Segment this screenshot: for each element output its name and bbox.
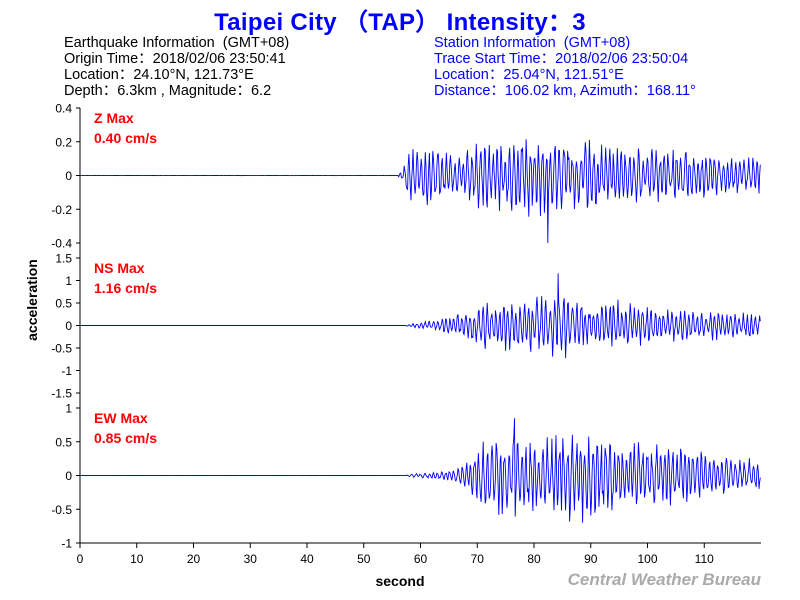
x-axis-label: second (375, 573, 424, 589)
y-tick-label: 0.4 (55, 102, 72, 116)
y-tick-label: 1 (65, 274, 72, 288)
y-tick-label: 0 (65, 319, 72, 333)
x-tick-label: 70 (471, 552, 485, 566)
max-value-z: 0.40 cm/s (94, 130, 157, 146)
credit-text: Central Weather Bureau (567, 570, 761, 589)
x-tick-label: 80 (527, 552, 541, 566)
max-title-ew: EW Max (94, 410, 148, 426)
max-value-ns: 1.16 cm/s (94, 280, 157, 296)
x-tick-label: 10 (130, 552, 144, 566)
x-tick-label: 40 (300, 552, 314, 566)
max-title-ns: NS Max (94, 260, 145, 276)
y-tick-label: 0.5 (55, 435, 72, 449)
y-tick-label: -1 (61, 364, 72, 378)
x-tick-label: 100 (637, 552, 657, 566)
station-info-block: Station Information (GMT+08) Trace Start… (434, 35, 696, 99)
y-tick-label: -0.4 (51, 237, 72, 251)
y-tick-label: 1.5 (55, 252, 72, 266)
trace-start-time: Trace Start Time：2018/02/06 23:50:04 (434, 51, 689, 67)
station-location: Location：25.04°N, 121.51°E (434, 67, 624, 83)
x-tick-label: 50 (357, 552, 371, 566)
y-tick-label: 0 (65, 469, 72, 483)
distance-azimuth: Distance：106.02 km, Azimuth：168.11° (434, 83, 696, 99)
chart-title: Taipei City （TAP） Intensity：3 (214, 9, 586, 36)
max-value-ew: 0.85 cm/s (94, 430, 157, 446)
waveform-ew (79, 418, 761, 523)
waveform-z (79, 139, 761, 244)
earthquake-info-block: Earthquake Information (GMT+08) Origin T… (64, 35, 289, 99)
x-tick-label: 30 (244, 552, 258, 566)
max-title-z: Z Max (94, 110, 134, 126)
waveform-ns (80, 273, 761, 359)
x-tick-label: 110 (695, 552, 714, 566)
y-tick-label: -1.5 (51, 387, 72, 401)
earthquake-info-heading: Earthquake Information (GMT+08) (64, 35, 290, 51)
x-tick-label: 0 (77, 552, 84, 566)
origin-time: Origin Time：2018/02/06 23:50:41 (64, 51, 286, 67)
x-tick-label: 60 (414, 552, 428, 566)
y-tick-label: -0.5 (51, 342, 72, 356)
y-tick-label: -0.5 (51, 503, 72, 517)
y-tick-label: 0.2 (55, 135, 72, 149)
depth-magnitude: Depth：6.3km , Magnitude：6.2 (64, 83, 272, 99)
y-tick-label: 0.5 (55, 297, 72, 311)
x-tick-label: 90 (584, 552, 598, 566)
y-axis-label: acceleration (24, 259, 40, 341)
x-tick-label: 20 (187, 552, 201, 566)
y-tick-label: 0 (65, 169, 72, 183)
y-tick-label: -1 (61, 537, 72, 551)
y-tick-label: 1 (65, 402, 72, 416)
station-info-heading: Station Information (GMT+08) (434, 35, 631, 51)
epicenter-location: Location：24.10°N, 121.73°E (64, 67, 254, 83)
y-tick-label: -0.2 (51, 203, 72, 217)
